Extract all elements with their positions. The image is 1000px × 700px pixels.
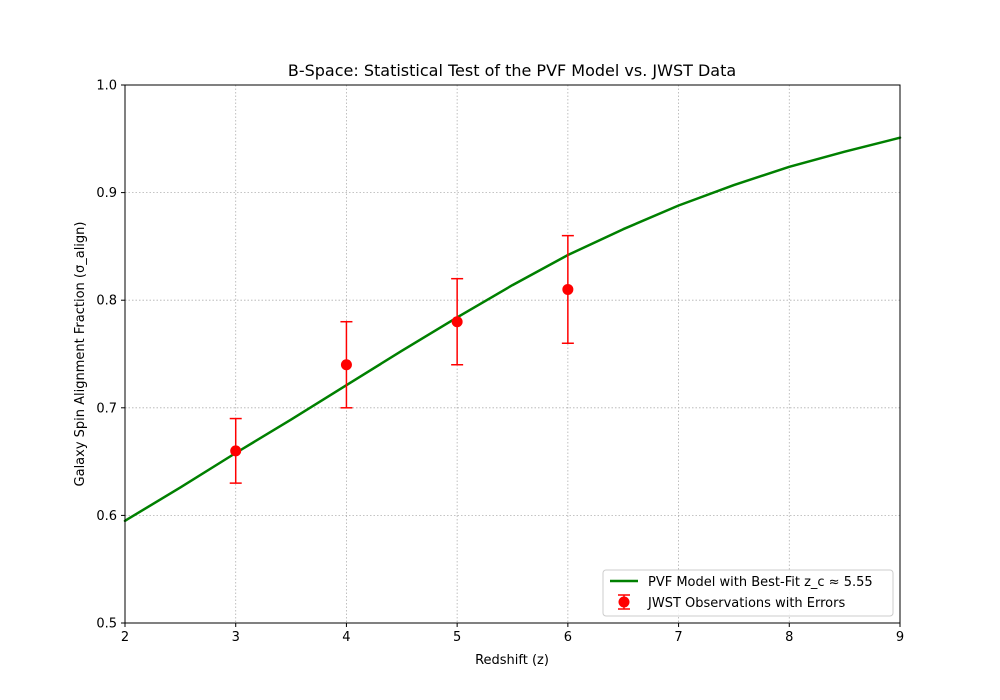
y-tick-label: 1.0: [96, 79, 117, 94]
legend-swatch-observations: [618, 594, 630, 610]
x-axis-label: Redshift (z): [475, 653, 549, 668]
observation-point: [229, 417, 242, 484]
x-tick-label: 9: [896, 630, 904, 645]
chart-title: B-Space: Statistical Test of the PVF Mod…: [288, 61, 736, 80]
observation-point: [340, 320, 353, 409]
legend-label-model: PVF Model with Best-Fit z_c ≈ 5.55: [648, 575, 873, 590]
legend: PVF Model with Best-Fit z_c ≈ 5.55 JWST …: [602, 569, 894, 617]
x-tick-label: 8: [785, 630, 793, 645]
ticks-layer: 2 3 4 5 6 7 8 9 0.5 0.6 0.7 0.8 0.9 1.0: [96, 79, 904, 646]
observation-marker: [340, 359, 352, 371]
observation-points-layer: [229, 234, 574, 484]
y-tick-label: 0.7: [96, 401, 117, 416]
observation-point: [451, 277, 464, 366]
x-tick-label: 2: [121, 630, 129, 645]
y-axis-label: Galaxy Spin Alignment Fraction (σ_align): [73, 222, 88, 487]
legend-label-observations: JWST Observations with Errors: [647, 596, 845, 611]
y-tick-label: 0.8: [96, 294, 117, 309]
y-tick-label: 0.6: [96, 509, 117, 524]
observation-point: [561, 234, 574, 344]
legend-box: [602, 569, 894, 617]
y-tick-label: 0.9: [96, 186, 117, 201]
x-tick-label: 7: [674, 630, 682, 645]
observation-marker: [451, 316, 463, 328]
observation-marker: [230, 445, 242, 457]
x-tick-label: 4: [342, 630, 350, 645]
model-curve-layer: [123, 136, 902, 523]
x-tick-label: 5: [453, 630, 461, 645]
plot-frame: [124, 84, 901, 624]
pvf-model-curve: [123, 136, 902, 523]
y-tick-label: 0.5: [96, 617, 117, 632]
grid-layer: [125, 85, 900, 623]
x-tick-label: 6: [564, 630, 572, 645]
observation-marker: [562, 283, 574, 295]
x-tick-label: 3: [232, 630, 240, 645]
